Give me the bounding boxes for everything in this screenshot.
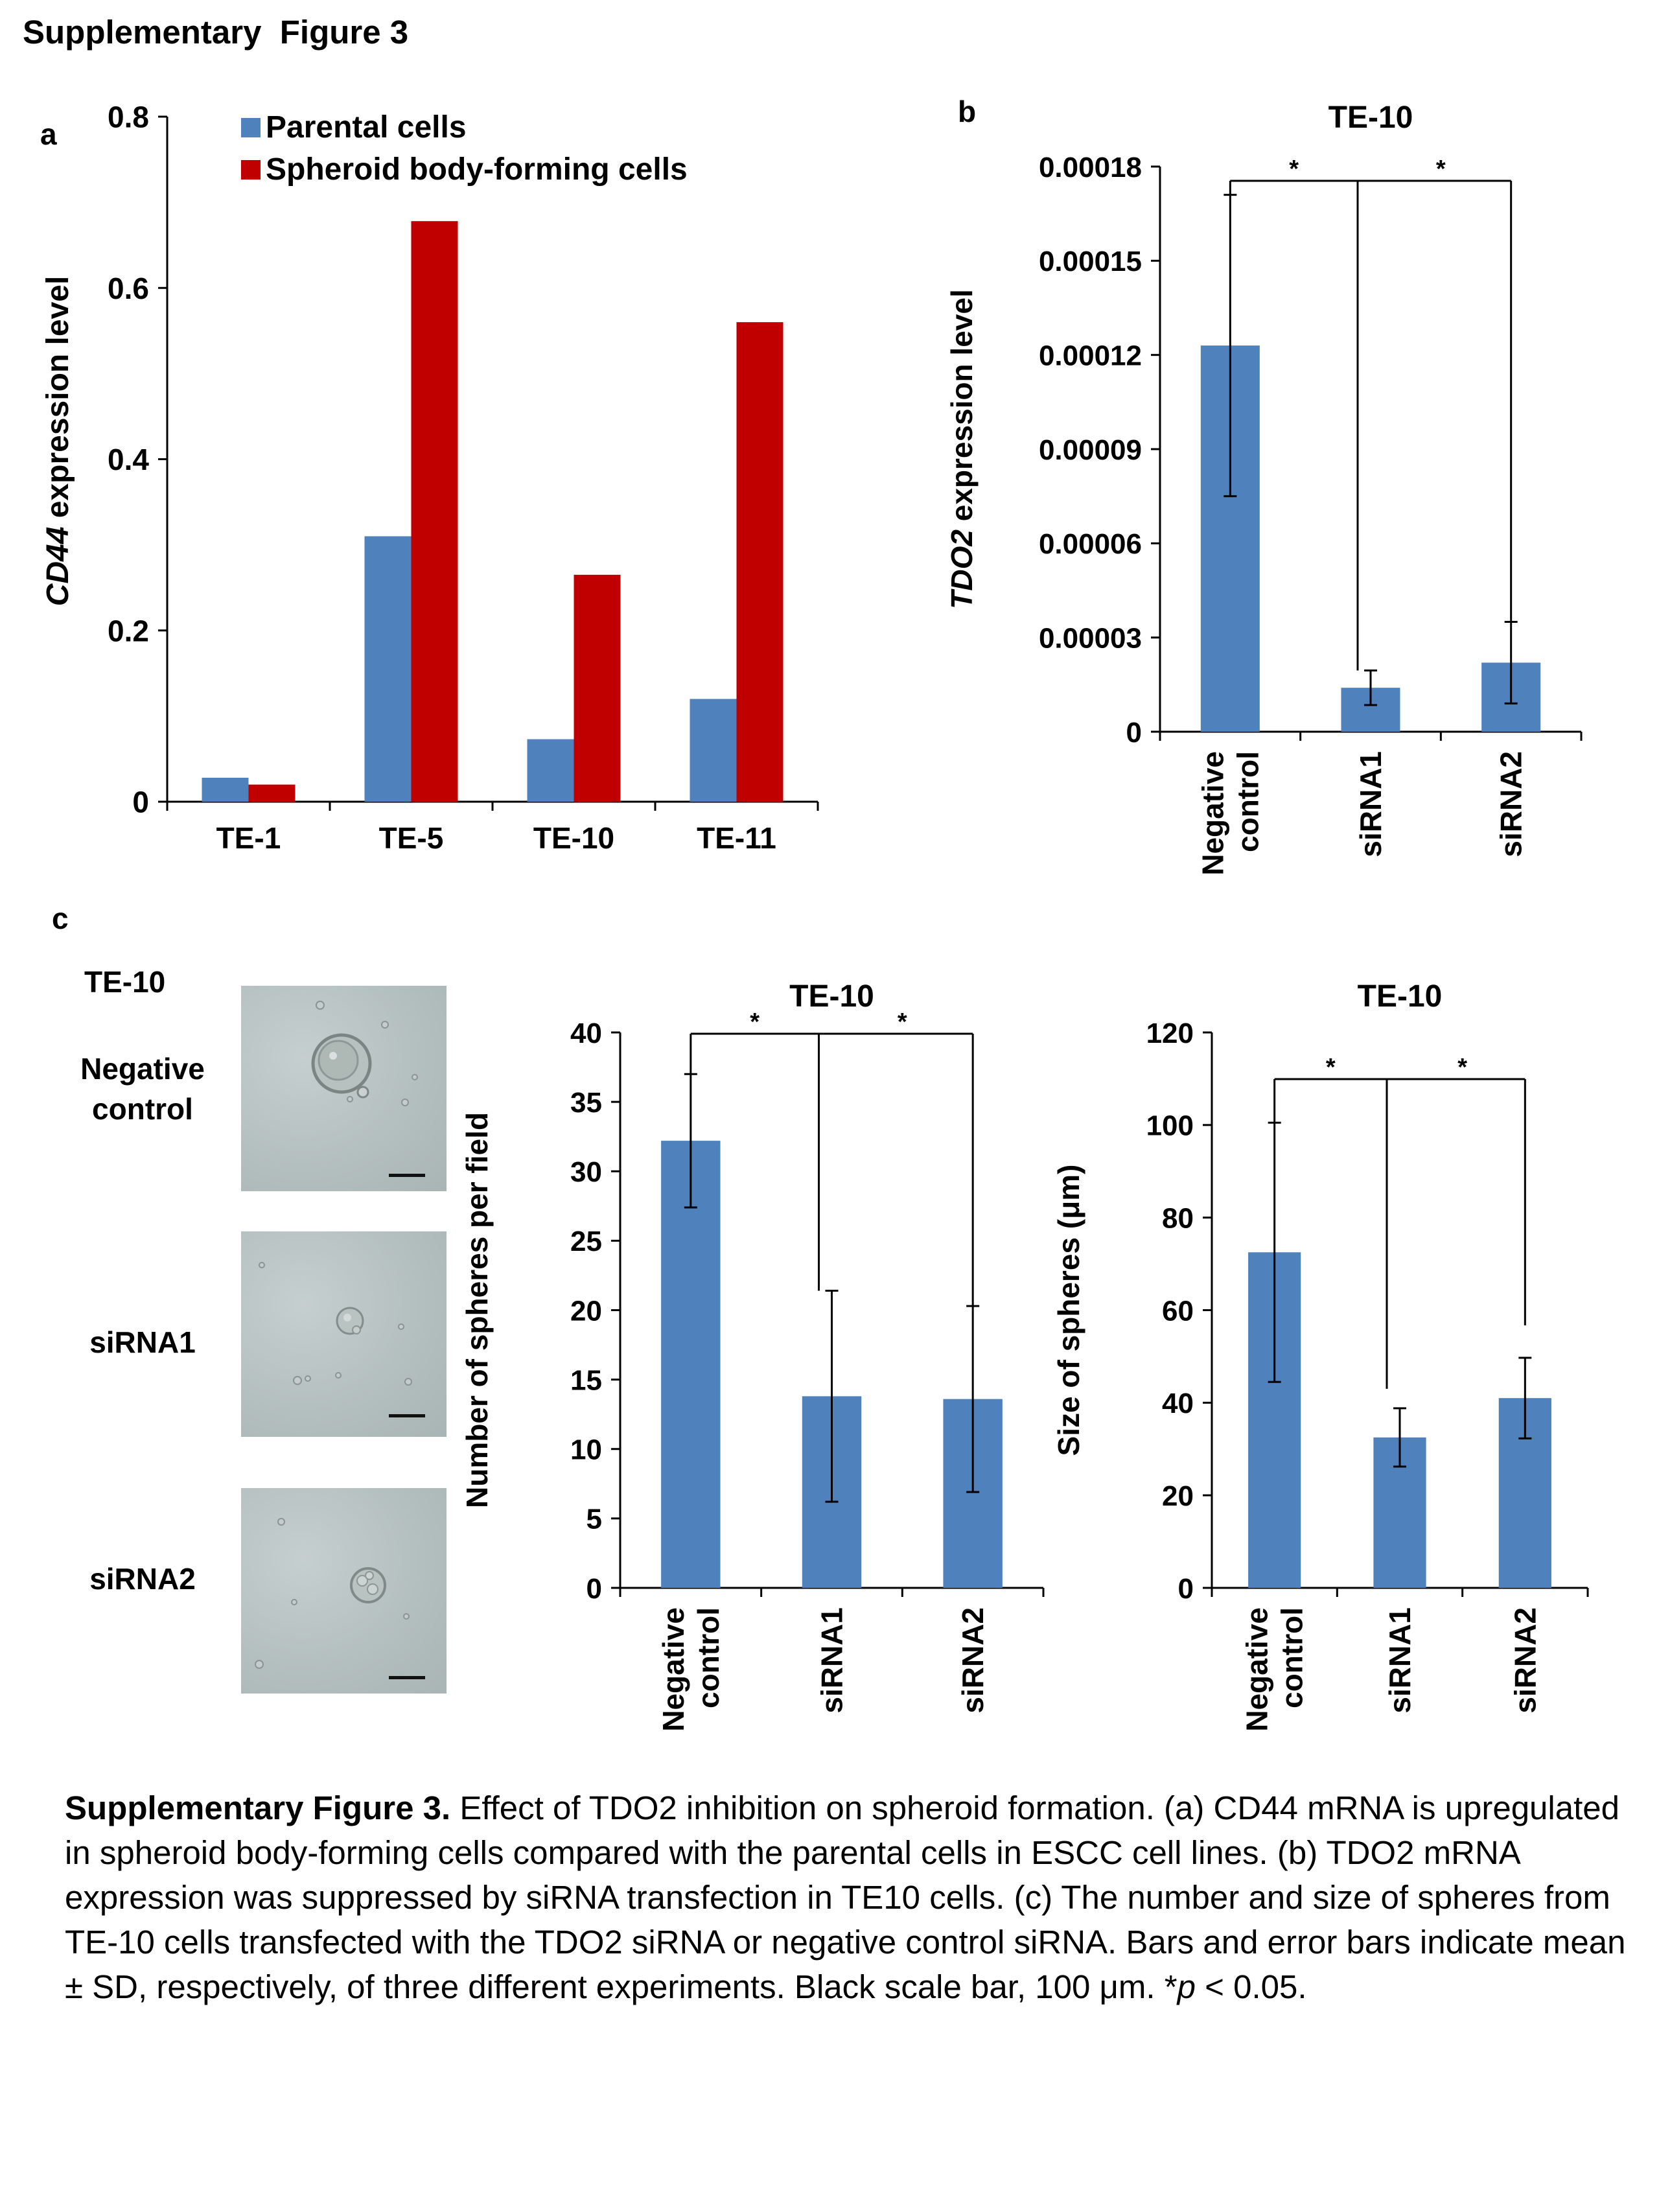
chart-title: TE-10 [1328,100,1413,135]
y-tick-label: 20 [570,1295,602,1327]
x-category-label: siRNA1 [1354,751,1387,857]
panel-b-letter: b [958,95,977,128]
bar-parental-te-11 [690,699,737,802]
x-category-label: Negative [1240,1607,1274,1732]
legend-label: Parental cells [266,110,467,145]
x-category-label: siRNA1 [815,1607,849,1714]
scale-bar [389,1414,425,1417]
y-tick-label: 20 [1162,1480,1194,1512]
y-tick-label: 0.00018 [1039,152,1142,183]
y-axis-label: CD44 expression level [41,276,75,607]
scale-bar [389,1174,425,1177]
caption-lead: Supplementary Figure 3. [65,1789,451,1826]
panel-c-letter: c [52,902,69,935]
x-category-label: siRNA2 [1508,1607,1542,1714]
y-axis-label-gene: TDO2 [945,530,979,609]
y-tick-label: 0 [1178,1573,1194,1605]
figure-caption: Supplementary Figure 3. Effect of TDO2 i… [65,1786,1633,2009]
y-axis-label-rest: expression level [945,289,979,530]
scale-bar [389,1676,425,1679]
x-category-label: TE-5 [379,821,444,855]
significance-star: * [898,1008,907,1036]
y-tick-label: 0.00012 [1039,340,1142,372]
chart-title: TE-10 [789,979,874,1014]
y-axis-label: Size of spheres (μm) [1052,1165,1085,1456]
legend-label: Spheroid body-forming cells [266,152,688,187]
y-tick-label: 0.2 [108,614,149,647]
caption-tail: < 0.05. [1195,1968,1307,2005]
micrograph-sirna1 [241,1231,447,1437]
x-category-label: siRNA2 [956,1607,990,1714]
y-tick-label: 40 [570,1018,602,1049]
y-tick-label: 35 [570,1087,602,1119]
bar-parental-te-10 [527,739,574,802]
chart-title: TE-10 [1358,979,1443,1014]
caption-body: Effect of TDO2 inhibition on spheroid fo… [65,1789,1626,2005]
caption-p-symbol: p [1177,1968,1196,2005]
y-tick-label: 30 [570,1156,602,1188]
y-tick-label: 25 [570,1226,602,1257]
y-tick-label: 0.4 [108,443,149,476]
y-tick-label: 0 [1126,717,1142,749]
micrograph-negative-control [241,986,447,1191]
y-tick-label: 15 [570,1364,602,1396]
x-category-label: TE-1 [216,821,281,855]
bar-negative-control [661,1141,721,1588]
y-tick-label: 0 [586,1573,602,1605]
y-tick-label: 40 [1162,1388,1194,1419]
significance-star: * [1457,1054,1467,1081]
y-tick-label: 80 [1162,1203,1194,1235]
significance-star: * [1326,1054,1336,1081]
bar-parental-te-1 [202,778,249,802]
legend-swatch [241,160,261,180]
y-tick-label: 0.8 [108,100,149,134]
y-axis-label: TDO2 expression level [945,289,979,609]
y-tick-label: 0.00015 [1039,246,1142,277]
x-category-label: control [691,1607,725,1708]
y-tick-label: 120 [1146,1018,1194,1049]
y-tick-label: 60 [1162,1295,1194,1327]
page-title: Supplementary Figure 3 [23,14,409,51]
x-category-label: siRNA1 [1383,1607,1417,1714]
image-row-label-sirna2: siRNA2 [89,1562,196,1596]
y-tick-label: 0.00003 [1039,623,1142,655]
y-tick-label: 0 [132,786,149,819]
bar-spheroid-te-5 [411,221,458,802]
panel-a-letter: a [40,117,57,151]
x-category-label: control [1231,751,1264,852]
y-tick-label: 0.6 [108,272,149,305]
x-category-label: Negative [1196,751,1229,876]
significance-star: * [1436,156,1446,183]
y-axis-label-gene: CD44 [41,527,75,607]
x-category-label: TE-11 [697,821,776,855]
y-tick-label: 10 [570,1434,602,1466]
significance-star: * [1289,156,1299,183]
y-axis-label-rest: expression level [41,276,75,527]
image-row-label-negative-control: Negative control [80,1052,205,1126]
micrograph-sirna2 [241,1488,447,1694]
x-category-label: Negative [656,1607,690,1732]
x-category-label: siRNA2 [1494,751,1528,857]
legend-swatch [241,118,261,137]
bar-parental-te-5 [364,536,412,802]
y-tick-label: 5 [586,1504,602,1535]
panel-c-cell-line-label: TE-10 [84,965,166,999]
bar-spheroid-te-10 [574,574,621,802]
bar-spheroid-te-11 [736,322,783,802]
y-tick-label: 0.00006 [1039,528,1142,560]
y-tick-label: 100 [1146,1110,1194,1142]
y-tick-label: 0.00009 [1039,434,1142,466]
x-category-label: control [1275,1607,1309,1708]
y-axis-label: Number of spheres per field [460,1112,494,1508]
image-row-label-sirna1: siRNA1 [89,1325,196,1359]
significance-star: * [750,1008,760,1036]
x-category-label: TE-10 [533,821,614,855]
bar-spheroid-te-1 [248,784,296,802]
